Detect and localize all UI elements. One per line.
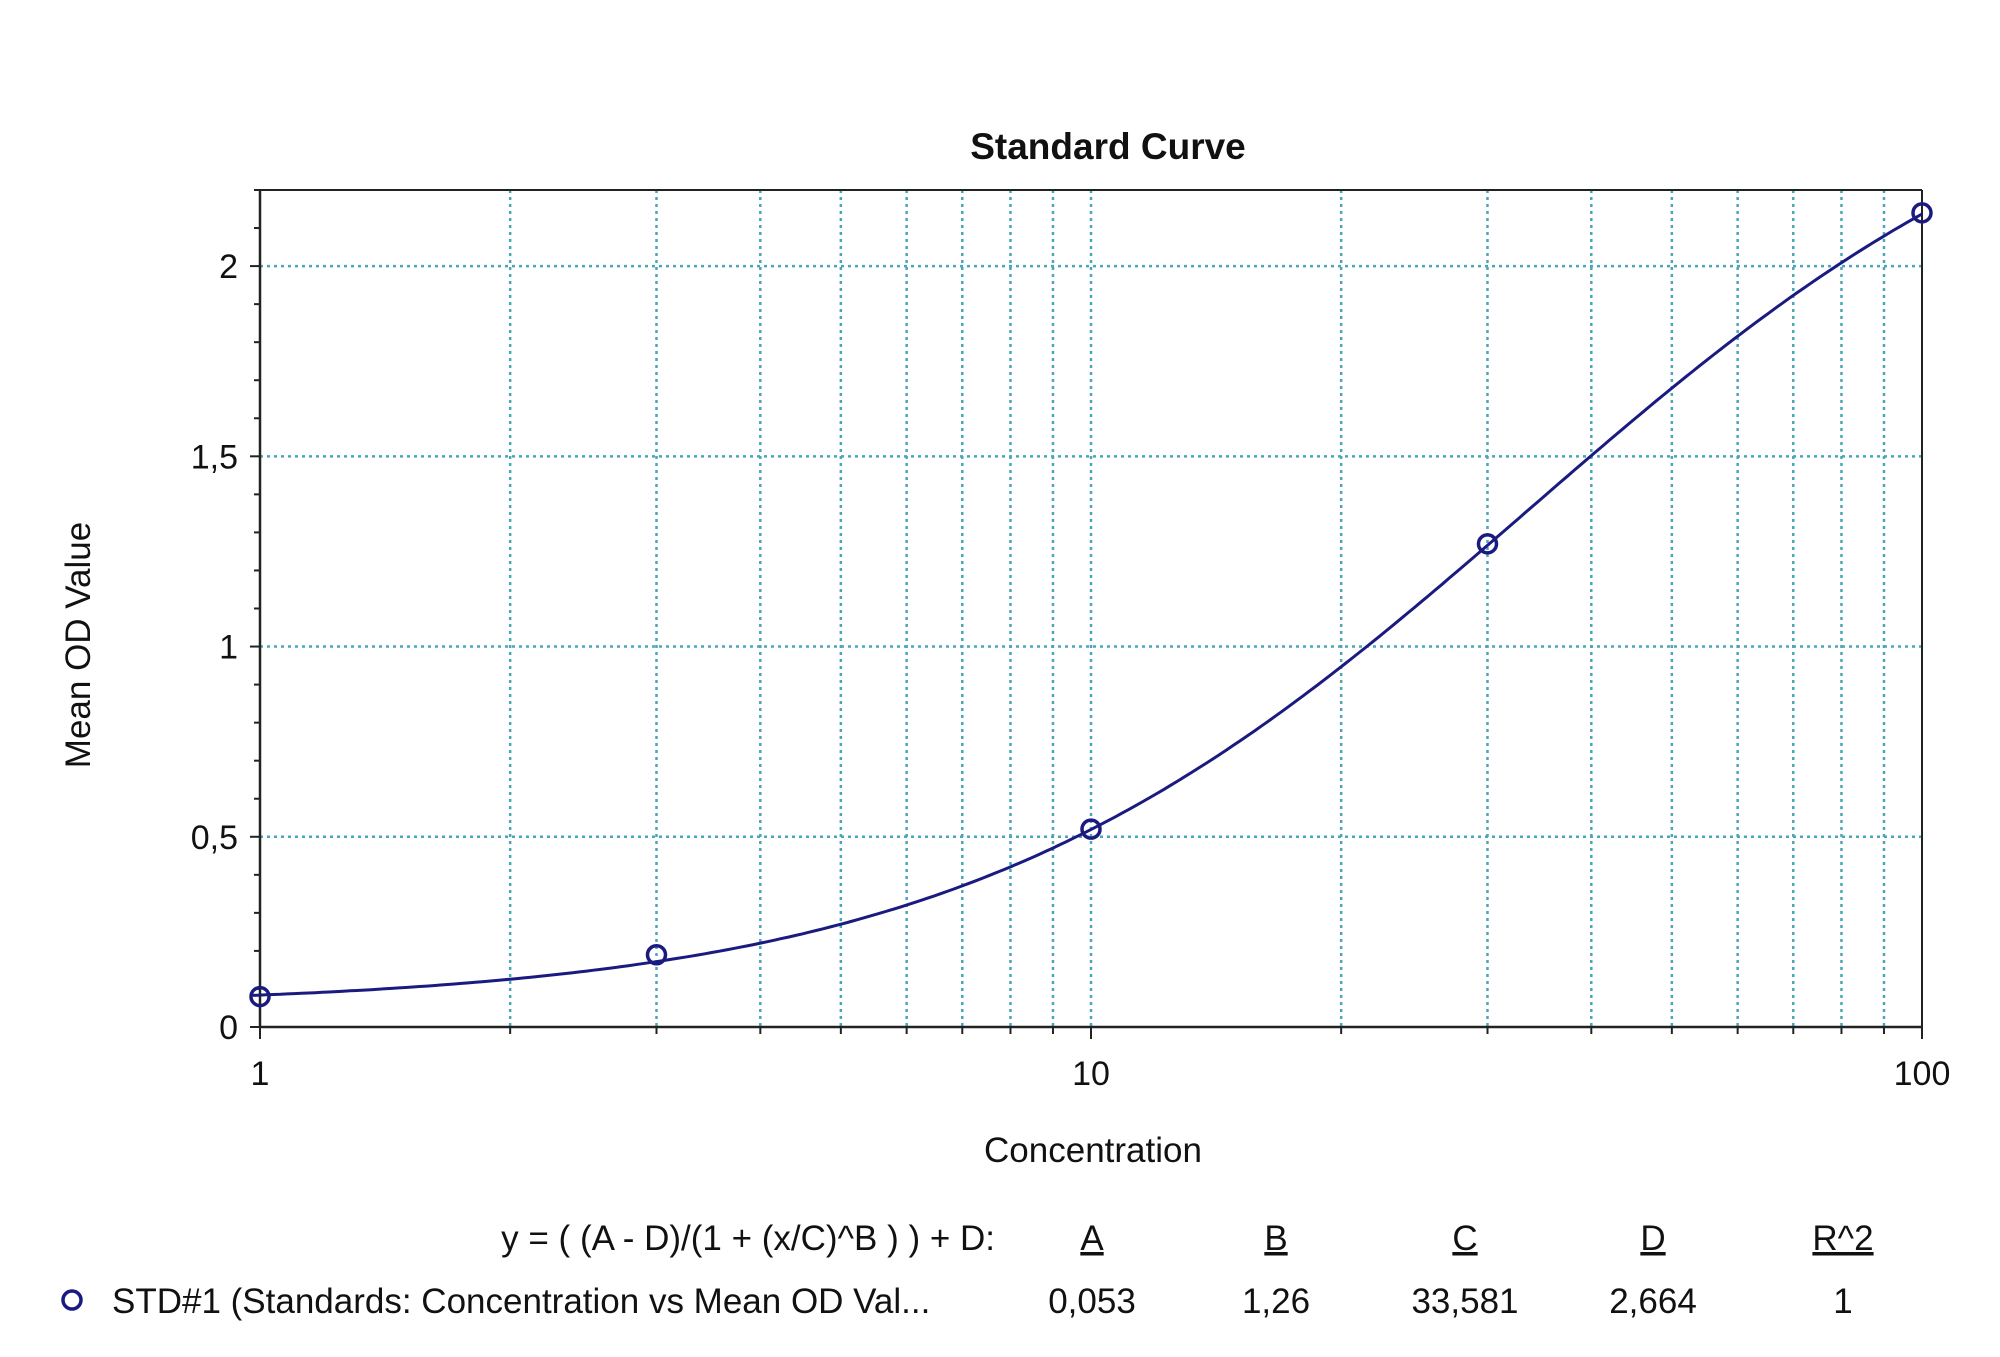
data-points	[249, 202, 1933, 1008]
fit-header-d: D	[1640, 1219, 1665, 1258]
data-point	[1476, 533, 1499, 555]
fit-value-d: 2,664	[1609, 1282, 1697, 1321]
fit-value-r2: 1	[1833, 1282, 1852, 1321]
data-point	[1911, 202, 1933, 224]
fit-curve-line	[252, 212, 1923, 997]
y-tick-label: 2	[219, 248, 238, 286]
fit-curve-layer	[252, 212, 1923, 997]
tick-labels: 0 0,5 1 1,5 2 1 10 100	[191, 248, 1951, 1093]
x-axis-title: Concentration	[984, 1131, 1202, 1170]
fit-parameter-values: 0,053 1,26 33,581 2,664 1	[1048, 1282, 1853, 1321]
legend-marker-circle	[61, 1289, 83, 1311]
fit-header-a: A	[1080, 1219, 1104, 1258]
grid	[260, 190, 1922, 1027]
x-tick-label: 10	[1072, 1055, 1110, 1093]
data-point	[645, 943, 668, 966]
fit-value-c: 33,581	[1411, 1282, 1518, 1321]
y-tick-label: 1,5	[191, 438, 238, 476]
fit-equation: y = ( (A - D)/(1 + (x/C)^B ) ) + D:	[501, 1219, 995, 1258]
y-tick-label: 1	[219, 629, 238, 667]
data-point	[249, 985, 271, 1008]
legend-series-name: STD#1 (Standards: Concentration vs Mean …	[112, 1282, 930, 1321]
chart-title: Standard Curve	[970, 126, 1246, 167]
x-tick-label: 1	[251, 1055, 270, 1093]
y-tick-label: 0,5	[191, 819, 238, 857]
y-axis-title: Mean OD Value	[59, 522, 98, 768]
x-tick-label: 100	[1894, 1055, 1951, 1093]
fit-legend: y = ( (A - D)/(1 + (x/C)^B ) ) + D: STD#…	[61, 1219, 1874, 1321]
y-tick-label: 0	[219, 1009, 238, 1047]
fit-header-b: B	[1264, 1219, 1287, 1258]
fit-header-c: C	[1452, 1219, 1477, 1258]
fit-header-r2: R^2	[1812, 1219, 1873, 1258]
fit-parameter-headers: A B C D R^2	[1080, 1219, 1873, 1258]
fit-value-b: 1,26	[1242, 1282, 1310, 1321]
axes	[250, 189, 1923, 1039]
data-point	[1080, 818, 1102, 840]
fit-value-a: 0,053	[1048, 1282, 1136, 1321]
